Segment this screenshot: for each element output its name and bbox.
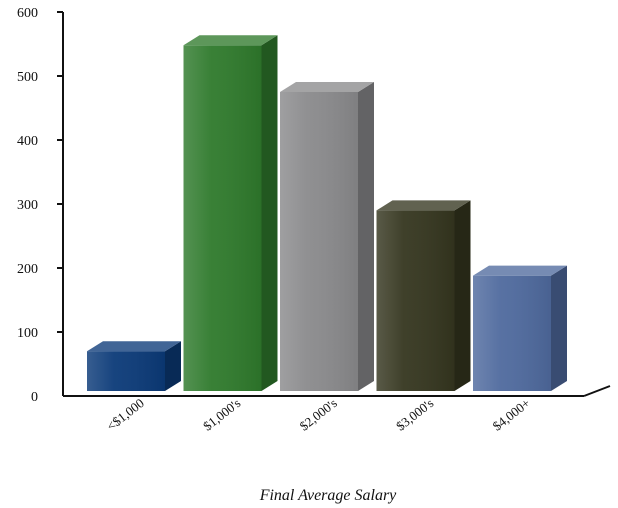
bar-top — [376, 200, 471, 211]
y-axis-ticks: 0 100 200 300 400 500 600 — [17, 6, 63, 405]
bar-shine — [87, 351, 165, 391]
bar-shine — [473, 275, 551, 391]
y-tick-label: 500 — [17, 70, 38, 85]
bar — [87, 341, 181, 391]
x-tick-label: $1,000's — [200, 395, 243, 433]
bars-group — [87, 35, 567, 391]
bar-top — [473, 265, 567, 276]
x-tick-label: <$1,000 — [104, 395, 147, 433]
bar-side — [454, 200, 471, 391]
y-tick-label: 100 — [17, 326, 38, 341]
y-tick-label: 0 — [31, 390, 38, 405]
bar-side — [551, 265, 567, 391]
bar — [473, 265, 567, 391]
y-tick-label: 200 — [17, 262, 38, 277]
bar-top — [183, 35, 278, 46]
bar-top — [87, 341, 181, 352]
x-tick-label: $3,000's — [393, 395, 436, 433]
bar — [376, 200, 471, 391]
bar — [183, 35, 278, 391]
bar-shine — [376, 210, 455, 391]
bar-shine — [183, 45, 262, 391]
y-tick-label: 600 — [17, 6, 38, 21]
bar — [280, 82, 374, 391]
bar-shine — [280, 92, 358, 391]
bar-side — [165, 341, 181, 391]
y-tick-label: 400 — [17, 134, 38, 149]
y-tick-label: 300 — [17, 198, 38, 213]
x-tick-label: $4,000+ — [490, 395, 533, 433]
x-axis-title: Final Average Salary — [259, 487, 397, 504]
bar-side — [358, 82, 374, 391]
bar-top — [280, 82, 374, 92]
bar-side — [261, 35, 278, 391]
x-axis-ticks: <$1,000 $1,000's $2,000's $3,000's $4,000+ — [104, 395, 533, 433]
x-axis-depth-line — [583, 385, 611, 397]
x-tick-label: $2,000's — [297, 395, 340, 433]
